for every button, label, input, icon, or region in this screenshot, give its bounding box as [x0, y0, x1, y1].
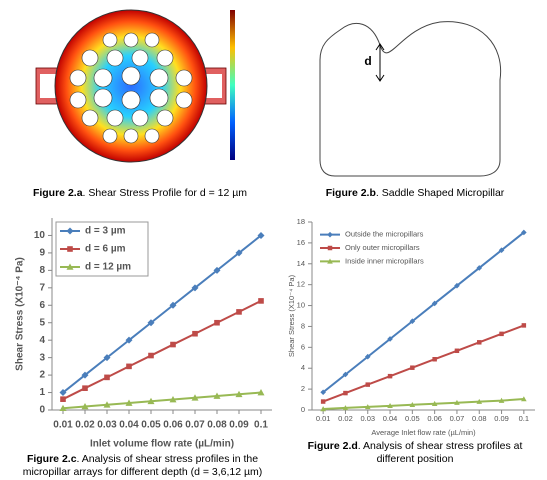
y-tick-label: 16	[297, 238, 305, 247]
chart-d: 0 2 4 6 8 10 12 14 16 18 0.01 0.02 0.03 0.04 0.05 0.06 0…	[287, 217, 535, 437]
x-tick-label: 0.05	[405, 414, 420, 423]
marker	[499, 332, 503, 336]
marker	[67, 246, 73, 252]
marker	[258, 298, 264, 304]
marker	[148, 353, 154, 359]
y-tick-label: 10	[297, 301, 305, 310]
caption-text: . Saddle Shaped Micropillar	[376, 187, 504, 199]
marker	[82, 385, 88, 391]
shear-stress-profile	[36, 10, 235, 162]
y-axis-title: Shear Stress (X10⁻⁴ Pa)	[15, 257, 26, 371]
x-tick-label: 0.09	[494, 414, 509, 423]
caption: Figure 2.c. Analysis of shear stress pro…	[5, 453, 280, 479]
legend-label: d = 12 µm	[85, 262, 131, 273]
marker	[60, 396, 66, 402]
x-tick-label: 0.01	[53, 420, 73, 431]
y-tick-label: 10	[34, 230, 46, 241]
legend-label: Only outer micropillars	[345, 243, 420, 252]
x-tick-label: 0.03	[97, 420, 117, 431]
series-line	[63, 393, 261, 409]
y-tick-label: 8	[301, 321, 305, 330]
y-axis-title: Shear Stress (X10⁻⁴ Pa)	[287, 274, 296, 357]
marker	[343, 391, 347, 395]
marker	[104, 375, 110, 381]
marker	[410, 365, 414, 369]
legend-label: Outside the micropillars	[345, 230, 424, 239]
colorbar	[230, 10, 235, 160]
y-tick-label: 6	[301, 342, 305, 351]
caption-text: . Analysis of shear stress profiles at d…	[358, 440, 523, 465]
series-line	[323, 399, 524, 409]
pillar-outline	[320, 22, 501, 176]
x-tick-label: 0.02	[338, 414, 353, 423]
y-tick-label: 6	[39, 300, 45, 311]
marker	[214, 320, 220, 326]
y-tick-label: 9	[39, 248, 45, 259]
series-line	[323, 325, 524, 401]
y-tick-label: 8	[39, 265, 45, 276]
marker	[432, 357, 436, 361]
legend-label: Inside inner micropillars	[345, 256, 424, 265]
x-tick-label: 0.04	[383, 414, 398, 423]
y-tick-label: 2	[39, 370, 45, 381]
x-tick-label: 0.04	[119, 420, 139, 431]
y-tick-label: 4	[301, 363, 305, 372]
x-tick-label: 0.06	[163, 420, 183, 431]
caption-label: Figure 2.a	[33, 187, 83, 199]
x-tick-label: 0.08	[207, 420, 227, 431]
x-tick-label: 0.05	[141, 420, 161, 431]
marker	[321, 399, 325, 403]
y-tick-label: 18	[297, 217, 305, 226]
y-tick-label: 7	[39, 282, 45, 293]
x-tick-label: 0.07	[185, 420, 205, 431]
marker	[236, 309, 242, 315]
marker	[388, 374, 392, 378]
caption: Figure 2.a. Shear Stress Profile for d =…	[10, 187, 270, 200]
x-tick-label: 0.07	[450, 414, 465, 423]
y-tick-label: 4	[39, 335, 45, 346]
depth-label: d	[364, 54, 371, 68]
x-tick-label: 0.08	[472, 414, 487, 423]
legend-label: d = 6 µm	[85, 244, 126, 255]
caption: Figure 2.b. Saddle Shaped Micropillar	[290, 187, 540, 200]
chart-c: 0 1 2 3 4 5 6 7 8 9 10 0.010.020.030.040.050.060.07…	[15, 218, 272, 450]
marker	[170, 342, 176, 348]
marker	[522, 323, 526, 327]
page: d 0123456789100.010.020.030.040.050.060.…	[0, 0, 547, 480]
x-tick-label: 0.01	[316, 414, 331, 423]
saddle-pillar: d	[320, 22, 501, 176]
marker	[327, 232, 333, 238]
marker	[455, 349, 459, 353]
caption-label: Figure 2.c	[27, 453, 77, 465]
caption-text: . Shear Stress Profile for d = 12 µm	[83, 187, 248, 199]
series-line	[63, 301, 261, 399]
y-tick-label: 0	[39, 405, 45, 416]
x-tick-label: 0.02	[75, 420, 95, 431]
marker	[477, 340, 481, 344]
x-tick-label: 0.03	[360, 414, 375, 423]
y-tick-label: 1	[39, 387, 45, 398]
x-axis-title: Average Inlet flow rate (µL/min)	[371, 428, 476, 437]
x-axis-title: Inlet volume flow rate (µL/min)	[90, 439, 234, 450]
caption: Figure 2.d. Analysis of shear stress pro…	[290, 440, 540, 466]
marker	[126, 364, 132, 370]
y-tick-label: 2	[301, 384, 305, 393]
marker	[328, 246, 332, 250]
x-tick-label: 0.1	[519, 414, 529, 423]
figure-canvas: d 0123456789100.010.020.030.040.050.060.…	[0, 0, 547, 480]
y-tick-label: 3	[39, 352, 45, 363]
y-tick-label: 14	[297, 259, 305, 268]
marker	[366, 382, 370, 386]
x-tick-label: 0.06	[427, 414, 442, 423]
marker	[192, 331, 198, 337]
caption-label: Figure 2.b	[326, 187, 376, 199]
y-tick-label: 5	[39, 317, 45, 328]
y-tick-label: 0	[301, 405, 305, 414]
caption-label: Figure 2.d	[308, 440, 358, 452]
legend-label: d = 3 µm	[85, 226, 126, 237]
y-tick-label: 12	[297, 280, 305, 289]
x-tick-label: 0.09	[229, 420, 249, 431]
x-tick-label: 0.1	[254, 420, 268, 431]
